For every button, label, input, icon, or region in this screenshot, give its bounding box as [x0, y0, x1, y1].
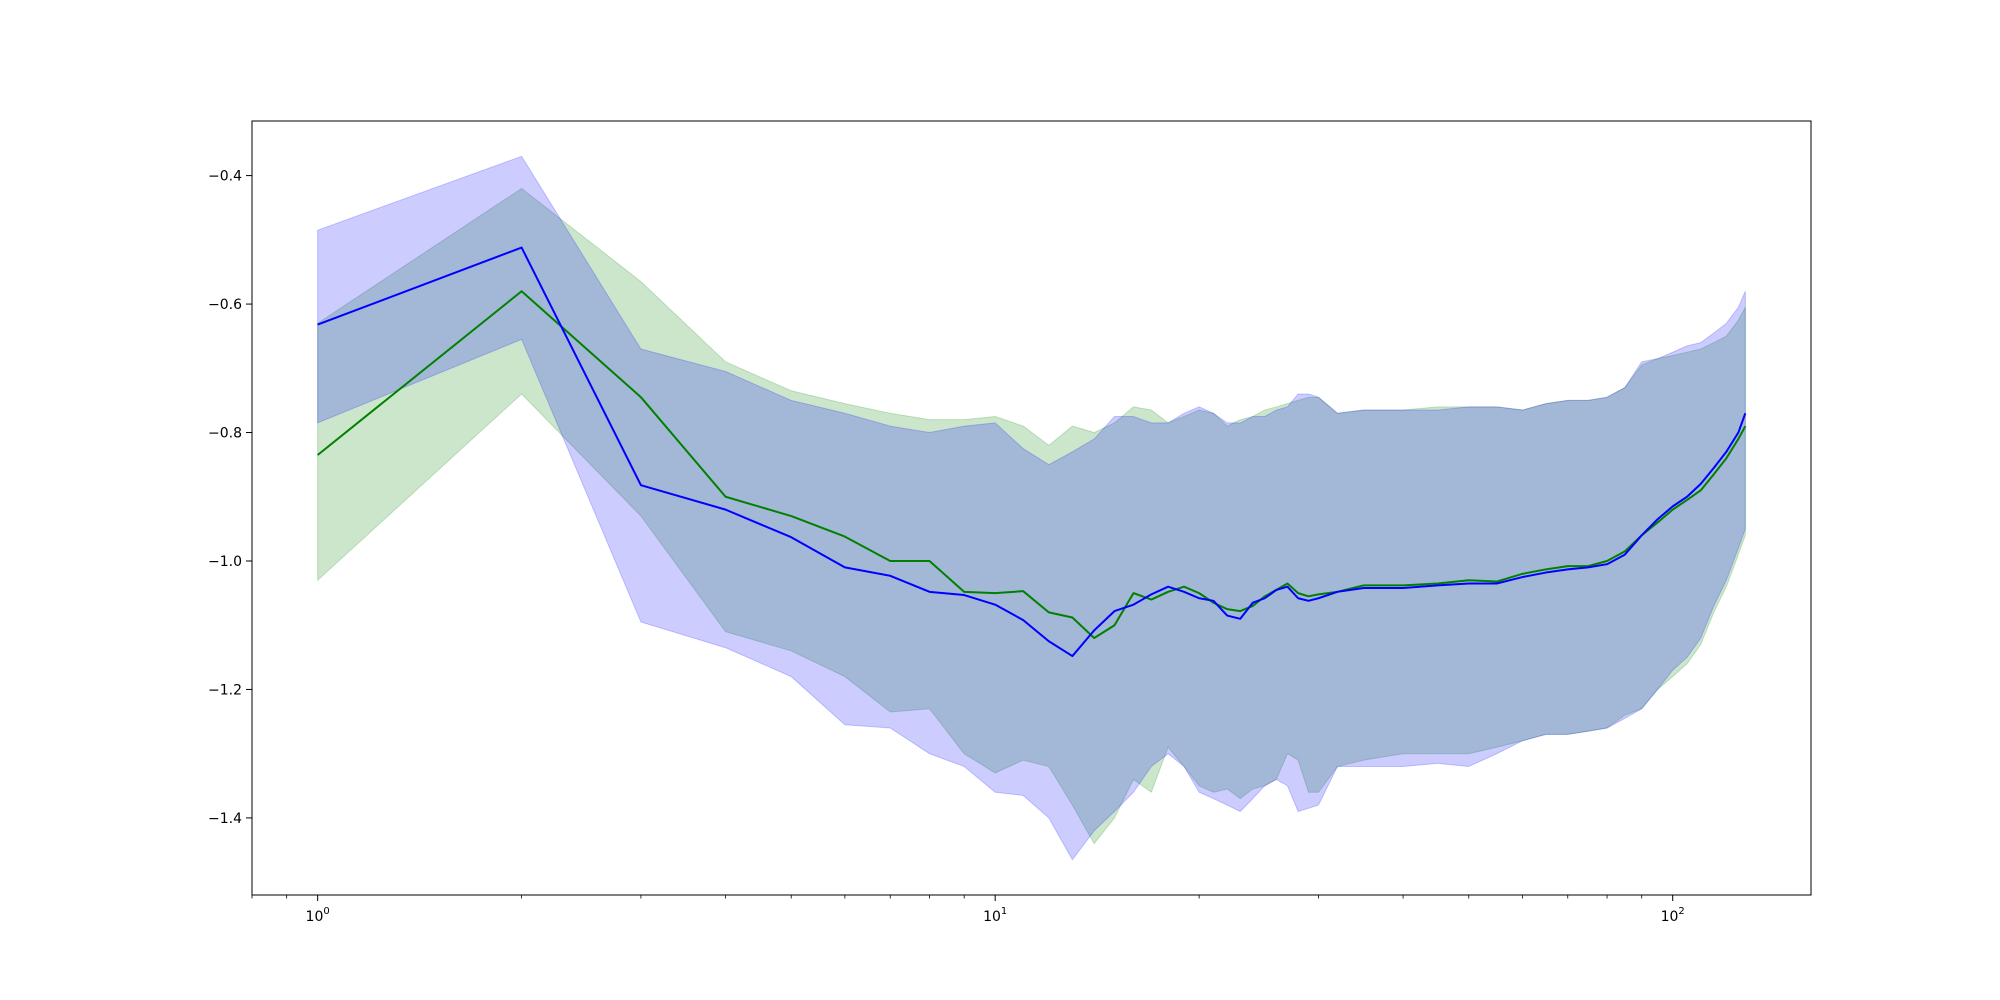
y-axis: −0.4 −0.6 −0.8 −1.0 −1.2 −1.4: [208, 169, 252, 827]
y-tick-label: −1.4: [208, 811, 242, 827]
series-2-band: [317, 155, 1746, 861]
y-tick-label: −1.2: [208, 682, 242, 698]
series-lines: [317, 246, 1747, 658]
confidence-bands: [317, 155, 1746, 861]
y-tick-label: −0.8: [208, 426, 242, 442]
x-tick-label: 102: [1661, 906, 1685, 925]
y-tick-label: −0.4: [208, 169, 242, 185]
series-1-band: [317, 187, 1746, 845]
plot-area-frame: [251, 120, 1812, 896]
y-tick-label: −1.0: [208, 554, 242, 570]
y-tick-label: −0.6: [208, 297, 242, 313]
x-tick-label: 100: [306, 906, 330, 925]
x-tick-label: 101: [983, 906, 1007, 925]
series-2-line: [317, 246, 1747, 658]
x-axis: 100 101 102: [251, 895, 1685, 925]
